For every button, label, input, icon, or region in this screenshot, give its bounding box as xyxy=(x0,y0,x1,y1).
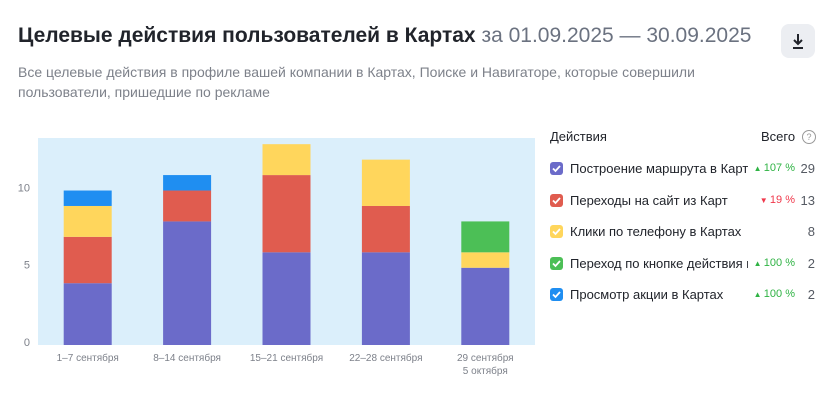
legend-change: ▲ 100 % xyxy=(749,288,795,300)
title-row: Целевые действия пользователей в Картах … xyxy=(18,24,751,48)
legend-total: 2 xyxy=(807,255,815,271)
check-icon xyxy=(552,291,561,299)
legend-total: 29 xyxy=(800,161,815,176)
bar-segment xyxy=(461,252,510,268)
x-tick-label: 1–7 сентября xyxy=(56,353,119,364)
trend-arrow: ▼ xyxy=(759,195,770,205)
change-value: 107 % xyxy=(763,162,795,174)
y-tick-label: 5 xyxy=(24,260,30,272)
x-tick-label: 22–28 сентября xyxy=(349,353,423,364)
bar-segment xyxy=(63,205,112,237)
legend-change: ▼ 19 % xyxy=(755,193,795,206)
legend-header-total: Всего xyxy=(761,129,796,144)
legend-name: Переход по кнопке действия из xyxy=(570,255,748,271)
y-tick-label: 0 xyxy=(24,337,30,349)
download-icon xyxy=(793,34,803,49)
period: за 01.09.2025 — 30.09.2025 xyxy=(481,24,752,47)
legend-name: Клики по телефону в Картах xyxy=(570,224,742,239)
bar-segment xyxy=(163,175,212,191)
bar-segment xyxy=(262,252,311,345)
legend-change: ▲ 107 % xyxy=(749,162,795,174)
legend-checkbox[interactable] xyxy=(550,288,563,301)
download-button[interactable] xyxy=(781,24,815,58)
check-icon xyxy=(552,165,561,173)
legend-name: Переходы на сайт из Карт xyxy=(570,192,728,208)
trend-arrow: ▲ xyxy=(753,290,764,299)
bar-segment xyxy=(163,221,212,345)
legend-checkbox[interactable] xyxy=(550,256,563,270)
change-value: 19 % xyxy=(769,193,795,206)
check-icon xyxy=(552,196,561,204)
legend-total: 8 xyxy=(807,224,815,239)
x-tick-label: 8–14 сентября xyxy=(153,353,221,364)
trend-arrow: ▲ xyxy=(753,164,764,173)
legend-checkbox[interactable] xyxy=(550,193,563,207)
legend-header-name: Действия xyxy=(550,129,607,144)
legend-checkbox[interactable] xyxy=(550,162,563,175)
x-tick-label: 29 сентября 5 октября xyxy=(457,353,514,377)
subtitle: Все целевые действия в профиле вашей ком… xyxy=(18,64,695,100)
bar-segment xyxy=(163,190,212,222)
bar-segment xyxy=(262,175,311,253)
check-icon xyxy=(552,228,561,236)
legend-change: ▲ 100 % xyxy=(749,256,795,269)
check-icon xyxy=(552,259,561,267)
legend-checkbox[interactable] xyxy=(550,225,563,238)
bar-segment xyxy=(262,144,311,176)
change-value: 100 % xyxy=(763,256,795,269)
change-value: 100 % xyxy=(763,288,795,300)
legend-total: 2 xyxy=(807,287,815,302)
bar-segment xyxy=(461,267,510,345)
chart: 0 5 10 xyxy=(18,138,535,349)
y-tick-label: 10 xyxy=(18,182,30,194)
legend-name: Построение маршрута в Карта xyxy=(570,161,748,176)
trend-arrow: ▲ xyxy=(753,258,764,268)
bar-segment xyxy=(361,252,410,345)
x-tick-label: 15–21 сентября xyxy=(249,353,324,364)
title: Целевые действия пользователей в Картах xyxy=(18,24,476,47)
bar-segment xyxy=(63,236,112,284)
legend-total: 13 xyxy=(800,192,815,208)
bar-segment xyxy=(63,190,112,206)
bar-segment xyxy=(361,159,410,206)
help-icon: ? xyxy=(802,130,816,144)
bar-segment xyxy=(461,221,510,253)
bar-segment xyxy=(63,283,112,345)
bar-segment xyxy=(361,205,410,253)
legend-name: Просмотр акции в Картах xyxy=(570,287,724,302)
